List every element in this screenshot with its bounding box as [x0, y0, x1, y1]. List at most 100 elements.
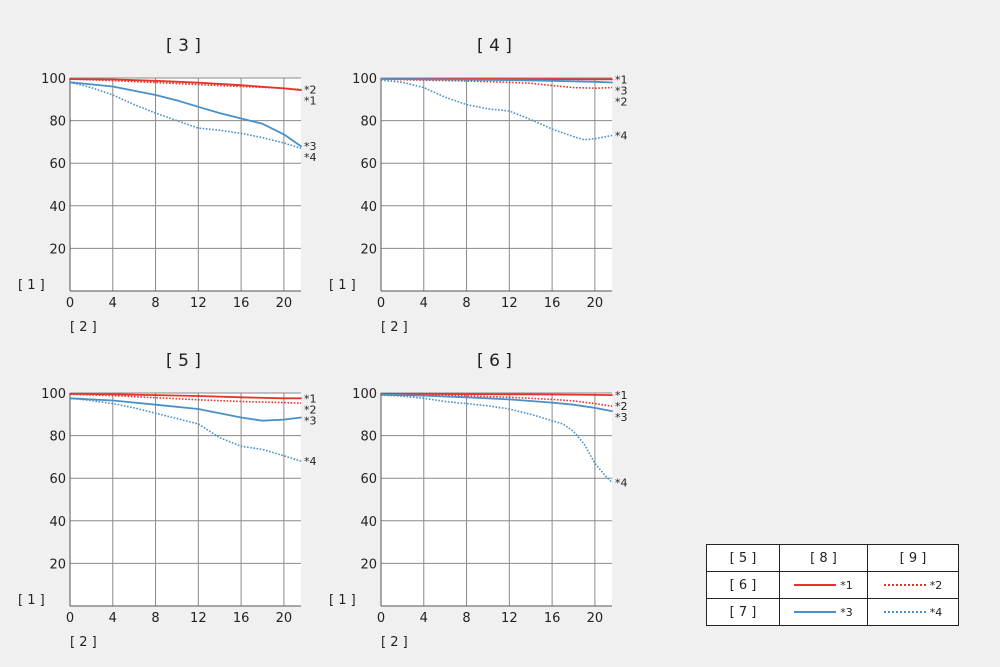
y-axis-label: [ 1 ] [329, 593, 356, 608]
x-axis-label: [ 2 ] [70, 320, 97, 335]
x-tick-label: 16 [233, 296, 250, 311]
y-tick-label: 100 [352, 72, 377, 87]
x-axis-label: [ 2 ] [381, 635, 408, 650]
chart-title: [ 5 ] [166, 351, 201, 371]
chart-title: [ 4 ] [477, 36, 512, 56]
y-tick-label: 100 [41, 387, 66, 402]
legend-row-label: [ 7 ] [706, 598, 780, 626]
legend-swatch-solid-red [794, 584, 837, 586]
plot-area [70, 78, 301, 291]
y-tick-label: 60 [49, 157, 66, 172]
y-tick-label: 40 [360, 200, 377, 215]
y-tick-label: 80 [49, 430, 66, 445]
y-tick-label: 80 [360, 430, 377, 445]
series-end-label: *1 [615, 389, 628, 402]
series-line [380, 394, 613, 484]
y-tick-label: 40 [360, 515, 377, 530]
x-tick-label: 12 [190, 611, 207, 626]
series-end-label: *4 [304, 455, 317, 468]
y-axis-label: [ 1 ] [18, 278, 45, 293]
series-end-label: *3 [304, 414, 317, 427]
y-tick-label: 80 [49, 115, 66, 130]
x-tick-label: 12 [501, 611, 518, 626]
chart-title: [ 6 ] [477, 351, 512, 371]
y-axis-label: [ 1 ] [18, 593, 45, 608]
legend-entry: *1 [779, 571, 868, 599]
x-tick-label: 20 [276, 296, 293, 311]
x-tick-label: 8 [462, 296, 470, 311]
legend-swatch-solid-blue [794, 611, 837, 613]
series-end-label: *4 [304, 151, 317, 164]
series-line [69, 397, 302, 462]
y-tick-label: 40 [49, 200, 66, 215]
series-line [69, 81, 302, 150]
legend-entry-label: *1 [840, 578, 853, 592]
x-tick-label: 12 [190, 296, 207, 311]
y-tick-label: 20 [49, 557, 66, 572]
legend-swatch-dotted-blue [883, 611, 926, 613]
x-tick-label: 4 [109, 296, 117, 311]
x-tick-label: 0 [377, 611, 385, 626]
legend-header-cell: [ 5 ] [706, 544, 780, 572]
series-line [69, 81, 302, 148]
x-tick-label: 20 [587, 611, 604, 626]
series-end-label: *3 [304, 140, 317, 153]
y-axis-label: [ 1 ] [329, 278, 356, 293]
x-tick-label: 4 [109, 611, 117, 626]
x-tick-label: 16 [544, 296, 561, 311]
legend-entry-label: *4 [929, 605, 943, 619]
y-tick-label: 100 [41, 72, 66, 87]
series-line [69, 397, 302, 422]
mtf-panel: 0 4 8 12 16 20 20 40 60 80 100 [ 3 ] [ 1 ] [ 2 ] *2*1 *… [18, 36, 317, 335]
y-tick-label: 20 [360, 557, 377, 572]
legend-entry: *4 [867, 598, 959, 626]
legend-entry-label: *3 [840, 605, 853, 619]
legend-row: [ 7 ] *3 *4 [706, 598, 959, 626]
x-tick-label: 4 [420, 296, 428, 311]
x-tick-label: 12 [501, 296, 518, 311]
legend-swatch-dotted-red [883, 584, 926, 586]
series-end-label: *1 [304, 95, 317, 108]
x-tick-label: 8 [462, 611, 470, 626]
series-end-label: *2 [304, 84, 317, 97]
y-tick-label: 80 [360, 115, 377, 130]
y-tick-label: 60 [49, 472, 66, 487]
series-end-label: *2 [615, 95, 628, 108]
x-tick-label: 0 [66, 611, 74, 626]
x-tick-label: 8 [151, 296, 159, 311]
y-tick-label: 20 [49, 242, 66, 257]
y-tick-label: 100 [352, 387, 377, 402]
x-tick-label: 20 [587, 296, 604, 311]
legend-entry-label: *2 [929, 578, 943, 592]
x-tick-label: 0 [377, 296, 385, 311]
series-end-label: *3 [615, 84, 628, 97]
x-axis-label: [ 2 ] [70, 635, 97, 650]
x-tick-label: 16 [233, 611, 250, 626]
x-tick-label: 16 [544, 611, 561, 626]
series-line [380, 393, 613, 412]
series-end-label: *4 [615, 130, 628, 143]
series-end-label: *3 [615, 411, 628, 424]
x-tick-label: 4 [420, 611, 428, 626]
legend-header-cell: [ 9 ] [867, 544, 959, 572]
series-end-label: *1 [304, 392, 317, 405]
series-line [69, 393, 302, 404]
series-line [69, 78, 302, 91]
x-tick-label: 0 [66, 296, 74, 311]
legend-entry: *3 [779, 598, 868, 626]
series-line [69, 393, 302, 400]
series-end-label: *2 [615, 400, 628, 413]
legend-table: [ 5 ] [ 8 ] [ 9 ] [ 6 ] *1 *2 [ 7 ] *3 *… [706, 544, 959, 626]
y-tick-label: 60 [360, 472, 377, 487]
plot-area [381, 393, 612, 606]
series-end-label: *4 [615, 476, 628, 489]
x-tick-label: 20 [276, 611, 293, 626]
plot-area [70, 393, 301, 606]
legend-header-row: [ 5 ] [ 8 ] [ 9 ] [706, 544, 959, 572]
series-line [380, 78, 613, 84]
legend-entry: *2 [867, 571, 959, 599]
y-tick-label: 40 [49, 515, 66, 530]
